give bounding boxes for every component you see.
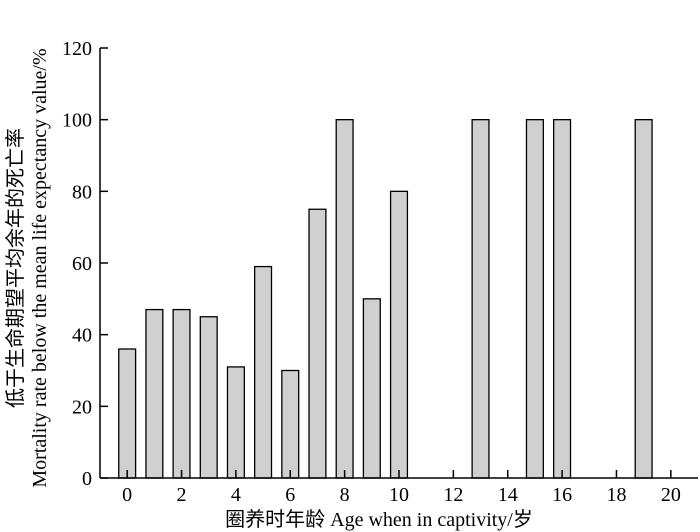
y-tick-label-0: 0	[82, 468, 92, 490]
y-tick-label-120: 120	[62, 38, 92, 60]
bar-age-0	[118, 348, 137, 479]
y-axis-title-group: 低于生命期望平均余年的死亡率 Mortality rate below the …	[4, 48, 51, 487]
bar-age-4	[226, 366, 245, 479]
y-tick-label-80: 80	[72, 181, 92, 203]
x-tick-label-14: 14	[498, 484, 518, 506]
bar-age-8	[335, 119, 354, 479]
bar-age-1	[145, 308, 164, 479]
x-tick-label-20: 20	[661, 484, 681, 506]
bar-age-16	[553, 119, 572, 479]
bar-age-13	[471, 119, 490, 479]
x-tick-label-6: 6	[285, 484, 295, 506]
x-tick-label-0: 0	[122, 484, 132, 506]
x-tick-label-10: 10	[389, 484, 409, 506]
ticks-group: 0 20 40 60 80 100 120 0 2 4 6 8 10 12 14 16 18 20	[62, 38, 681, 506]
bars-group	[118, 119, 653, 479]
bar-age-10	[389, 190, 409, 479]
bar-age-7	[308, 208, 327, 479]
x-tick-label-8: 8	[340, 484, 350, 506]
x-tick-label-12: 12	[443, 484, 463, 506]
x-tick-label-18: 18	[606, 484, 626, 506]
bar-age-5	[254, 265, 273, 479]
y-tick-label-40: 40	[72, 325, 92, 347]
x-tick-label-2: 2	[177, 484, 187, 506]
bar-age-3	[199, 316, 218, 479]
x-tick-label-4: 4	[231, 484, 241, 506]
bar-age-6	[281, 369, 300, 479]
y-axis-title-chinese: 低于生命期望平均余年的死亡率	[4, 128, 27, 408]
bar-age-9	[362, 298, 381, 479]
y-axis-title-english: Mortality rate below the mean life expec…	[29, 48, 51, 487]
bar-age-15	[525, 119, 544, 479]
y-tick-label-100: 100	[62, 110, 92, 132]
bar-age-19	[634, 119, 653, 479]
y-tick-label-60: 60	[72, 253, 92, 275]
x-axis-title: 圈养时年龄 Age when in captivity/岁	[225, 508, 533, 531]
bar-age-2	[172, 308, 191, 479]
y-tick-label-20: 20	[72, 396, 92, 418]
x-tick-label-16: 16	[552, 484, 572, 506]
